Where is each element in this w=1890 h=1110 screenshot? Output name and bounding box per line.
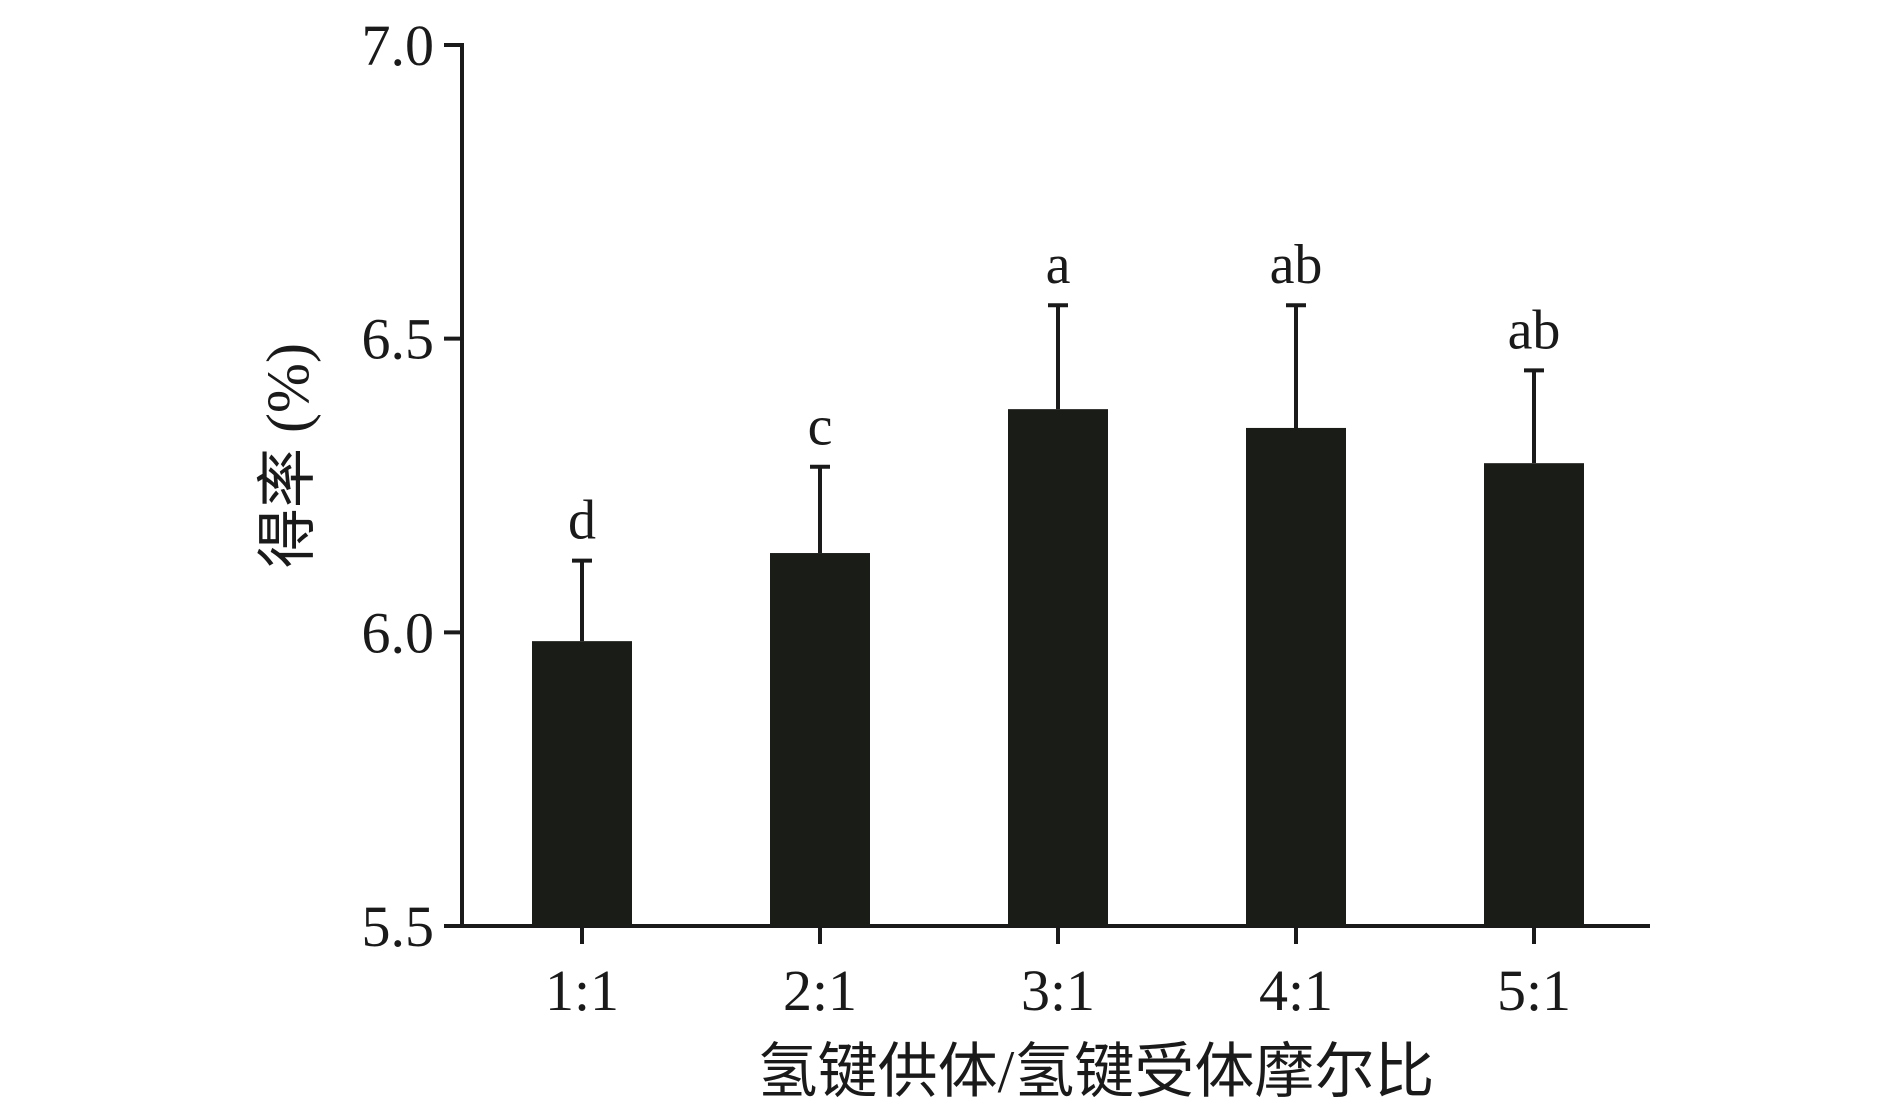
bar-1-1 bbox=[532, 641, 632, 926]
y-tick-label: 7.0 bbox=[362, 13, 435, 78]
y-axis: 5.5 6.0 6.5 7.0 bbox=[362, 13, 464, 959]
x-axis: 1:1 2:1 3:1 4:1 5:1 bbox=[460, 924, 1650, 1023]
y-tick-label: 6.5 bbox=[362, 307, 435, 372]
significance-label: c bbox=[808, 396, 833, 458]
error-bars bbox=[572, 303, 1544, 642]
x-tick-label: 5:1 bbox=[1497, 958, 1571, 1023]
bar-5-1 bbox=[1484, 463, 1584, 926]
significance-label: d bbox=[568, 490, 596, 552]
bar-4-1 bbox=[1246, 427, 1346, 926]
x-tick-label: 2:1 bbox=[783, 958, 857, 1023]
x-tick-label: 1:1 bbox=[545, 958, 619, 1023]
significance-label: ab bbox=[1508, 299, 1561, 361]
y-tick-label: 5.5 bbox=[362, 894, 435, 959]
significance-label: ab bbox=[1270, 234, 1323, 296]
significance-labels: d c a ab ab bbox=[568, 234, 1560, 551]
bars bbox=[532, 409, 1584, 926]
bar-2-1 bbox=[770, 553, 870, 926]
y-tick-label: 6.0 bbox=[362, 600, 435, 665]
significance-label: a bbox=[1046, 234, 1071, 296]
x-tick-label: 4:1 bbox=[1259, 958, 1333, 1023]
x-axis-title: 氢键供体/氢键受体摩尔比 bbox=[758, 1039, 1435, 1105]
y-axis-title: 得率 (%) bbox=[255, 343, 321, 568]
bar-3-1 bbox=[1008, 409, 1108, 926]
x-tick-label: 3:1 bbox=[1021, 958, 1095, 1023]
